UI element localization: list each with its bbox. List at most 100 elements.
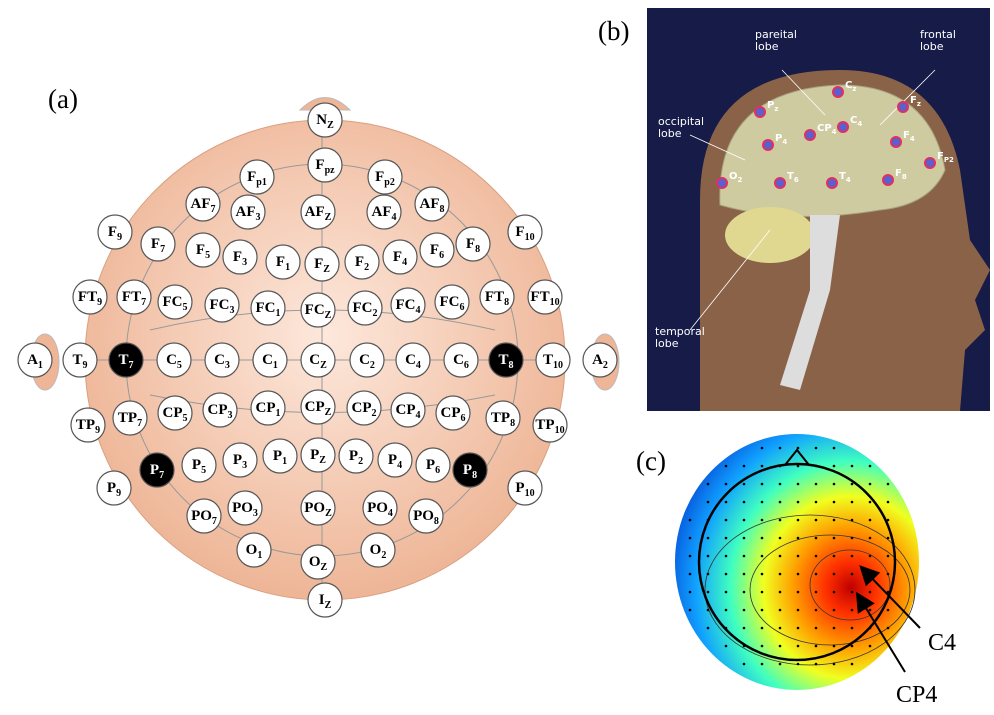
- figure: (a) (b) (c) C4 CP4 NZFp1FpzFp2AF7AF3AFZA…: [0, 0, 994, 715]
- electrode: CP2: [347, 391, 381, 425]
- electrode-dot: [717, 178, 727, 188]
- electrode: P6: [416, 448, 450, 482]
- electrode: Fpz: [308, 148, 342, 182]
- sensor-dot: [851, 591, 854, 594]
- sensor-dot: [725, 645, 728, 648]
- sensor-dot: [851, 663, 854, 666]
- sensor-dot: [689, 573, 692, 576]
- electrode-base: A: [592, 352, 603, 368]
- electrode: CP1: [251, 391, 285, 425]
- electrode-base: P: [107, 480, 116, 496]
- sensor-dot: [869, 555, 872, 558]
- electrode-sub: 9: [116, 488, 121, 499]
- pointer-label: CP4: [896, 682, 937, 708]
- electrode-base: F: [276, 254, 285, 270]
- electrode-sub: 10: [550, 297, 560, 308]
- electrode-sub: 10: [525, 232, 535, 243]
- electrode-base: CP: [305, 399, 325, 415]
- electrode: TP9: [71, 408, 105, 442]
- electrode-base: CP: [441, 405, 461, 421]
- sensor-dot: [725, 627, 728, 630]
- electrode: PO4: [363, 491, 397, 525]
- sensor-dot: [797, 591, 800, 594]
- electrode: AF3: [231, 195, 265, 229]
- electrode-dot: [891, 137, 901, 147]
- electrode: OZ: [301, 545, 335, 579]
- sensor-dot: [725, 537, 728, 540]
- sensor-dot: [797, 645, 800, 648]
- electrode-sub: Z: [320, 360, 327, 371]
- electrode-base: F: [375, 169, 384, 185]
- electrode-sub: 8: [504, 297, 509, 308]
- electrode-base: CP: [352, 400, 372, 416]
- sensor-dot: [887, 555, 890, 558]
- sensor-dot: [707, 483, 710, 486]
- electrode-base: P: [273, 448, 282, 464]
- electrode-sub: 5: [183, 302, 188, 313]
- electrode-sub: 3: [242, 460, 247, 471]
- brain-illustration: [647, 8, 990, 411]
- electrode-base: TP: [118, 410, 137, 426]
- sensor-dot: [761, 663, 764, 666]
- sensor-dot: [779, 609, 782, 612]
- electrode: F3: [223, 240, 257, 274]
- sensor-dot: [761, 573, 764, 576]
- electrode-base: AF: [420, 196, 440, 212]
- electrode-sub: 7: [129, 360, 134, 371]
- electrode-base: T: [498, 352, 508, 368]
- electrode: T10: [536, 343, 570, 377]
- electrode: P5: [182, 448, 216, 482]
- sensor-dot: [887, 573, 890, 576]
- electrode: POZ: [301, 491, 335, 525]
- electrode: P10: [508, 471, 542, 505]
- sensor-dot: [743, 609, 746, 612]
- electrode-sub: Z: [327, 120, 334, 131]
- electrode-base: FT: [78, 289, 97, 305]
- electrode-base: O: [246, 542, 258, 558]
- sensor-dot: [725, 483, 728, 486]
- sensor-dot: [851, 627, 854, 630]
- electrode: FC3: [205, 288, 239, 322]
- electrode-base: CP: [208, 402, 228, 418]
- electrode-base: F: [355, 254, 364, 270]
- sensor-dot: [869, 537, 872, 540]
- electrode-sub: Z: [325, 600, 332, 611]
- electrode-sub: 3: [253, 508, 258, 519]
- sensor-dot: [779, 645, 782, 648]
- electrode-sub: 8: [434, 516, 439, 527]
- sensor-dot: [725, 573, 728, 576]
- electrode: C1: [253, 343, 287, 377]
- electrode-sub: 4: [392, 212, 397, 223]
- sensor-dot: [797, 627, 800, 630]
- electrode-sub: 8: [440, 204, 445, 215]
- electrode: CPZ: [301, 390, 335, 424]
- electrode-sub: p2: [384, 177, 395, 188]
- electrode: T8: [489, 343, 523, 377]
- sensor-dot: [815, 447, 818, 450]
- electrode-sub: 1: [257, 550, 262, 561]
- electrode-sub: 7: [160, 244, 165, 255]
- electrode: F9: [98, 215, 132, 249]
- electrode: CZ: [301, 343, 335, 377]
- electrode: NZ: [308, 103, 342, 137]
- sensor-dot: [743, 483, 746, 486]
- sensor-dot: [833, 519, 836, 522]
- electrode-base: P: [775, 133, 782, 144]
- electrode: FC2: [348, 291, 382, 325]
- sensor-dot: [833, 609, 836, 612]
- electrode-sub: 8: [902, 173, 907, 181]
- sensor-dot: [797, 537, 800, 540]
- electrode-base: F: [108, 224, 117, 240]
- electrode: P8: [453, 453, 487, 487]
- sensor-dot: [815, 501, 818, 504]
- sensor-dot: [743, 519, 746, 522]
- electrode-sub: Z: [321, 562, 328, 573]
- sensor-dot: [761, 555, 764, 558]
- electrode-base: FC: [163, 294, 183, 310]
- sensor-dot: [815, 519, 818, 522]
- electrode-base: F: [895, 168, 902, 179]
- electrode-dot: [925, 158, 935, 168]
- sensor-dot: [815, 555, 818, 558]
- electrode-sub: 2: [370, 360, 375, 371]
- electrode-base: T: [543, 352, 553, 368]
